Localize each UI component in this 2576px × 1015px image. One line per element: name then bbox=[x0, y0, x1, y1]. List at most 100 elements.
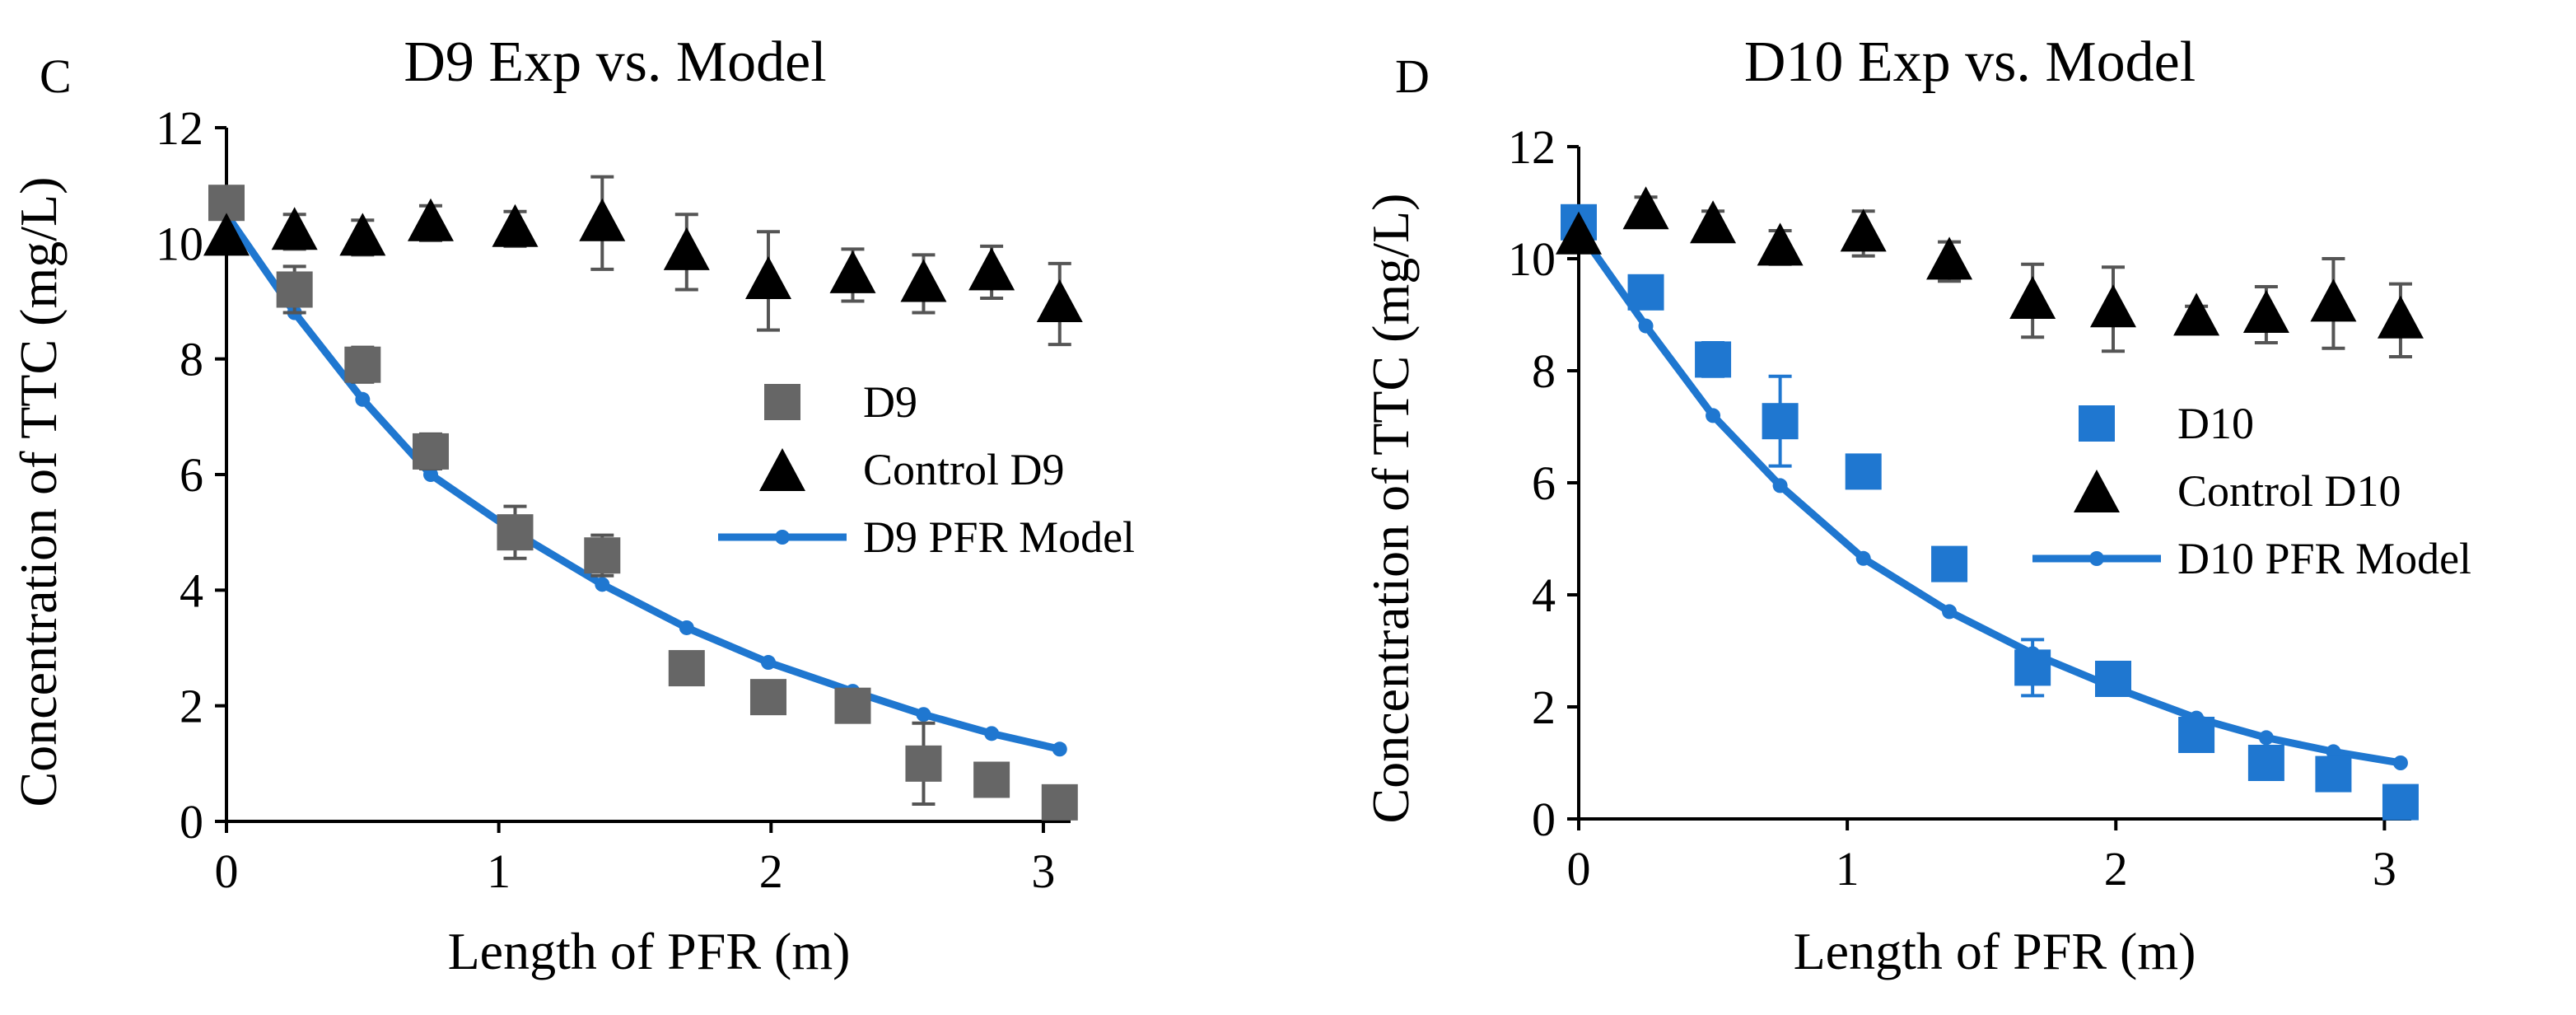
model-line bbox=[1575, 227, 2405, 767]
model-point bbox=[1706, 408, 1721, 423]
data-point-square bbox=[2247, 745, 2284, 781]
data-point-square bbox=[276, 271, 313, 308]
y-tick-label: 0 bbox=[1532, 793, 1556, 846]
data-point-square bbox=[905, 745, 942, 782]
data-point-square bbox=[1041, 783, 1078, 821]
chart-panel-c: C D9 Exp vs. Model Concentration of TTC … bbox=[9, 30, 1135, 980]
data-point-triangle bbox=[1622, 186, 1669, 230]
model-point bbox=[2326, 744, 2341, 760]
legend-swatch-point bbox=[2089, 551, 2104, 566]
data-point-square bbox=[1695, 341, 1732, 378]
data-point-triangle bbox=[2377, 295, 2424, 339]
data-point-square bbox=[2094, 661, 2131, 697]
data-point-triangle bbox=[271, 207, 318, 250]
legend-swatch-triangle bbox=[759, 448, 805, 491]
data-point-triangle bbox=[492, 203, 539, 247]
y-tick-label: 0 bbox=[180, 795, 203, 849]
legend-swatch-square bbox=[764, 384, 800, 420]
y-tick-label: 12 bbox=[156, 101, 203, 155]
legend-label: D10 bbox=[2177, 399, 2254, 448]
data-point-square bbox=[1845, 453, 1882, 490]
x-tick-label: 0 bbox=[215, 844, 239, 898]
data-point-triangle bbox=[2089, 284, 2136, 328]
y-tick-label: 12 bbox=[1508, 120, 1556, 174]
model-point bbox=[422, 467, 438, 482]
legend-label: Control D10 bbox=[2177, 466, 2401, 516]
y-tick-label: 4 bbox=[1532, 568, 1556, 622]
model-point bbox=[679, 620, 694, 635]
model-point bbox=[1772, 478, 1788, 493]
data-point-triangle bbox=[829, 250, 876, 293]
model-point bbox=[760, 655, 776, 671]
data-point-square bbox=[749, 679, 786, 716]
legend-swatch-triangle bbox=[2074, 470, 2120, 512]
y-tick-label: 10 bbox=[1508, 232, 1556, 286]
x-tick-label: 3 bbox=[1031, 844, 1055, 898]
x-tick-label: 1 bbox=[487, 844, 511, 898]
x-tick-label: 1 bbox=[1836, 842, 1860, 896]
model-point bbox=[916, 707, 931, 723]
x-tick-label: 2 bbox=[759, 844, 783, 898]
y-tick-label: 8 bbox=[1532, 344, 1556, 398]
y-tick-label: 8 bbox=[180, 333, 203, 386]
model-point bbox=[1855, 550, 1871, 566]
model-point bbox=[1638, 318, 1654, 334]
data-point-square bbox=[668, 650, 705, 687]
legend-label: Control D9 bbox=[863, 445, 1065, 494]
data-point-triangle bbox=[2009, 276, 2056, 319]
panel-label: C bbox=[40, 49, 72, 103]
data-point-triangle bbox=[203, 213, 250, 256]
legend-swatch-square bbox=[2079, 405, 2115, 442]
legend-label: D10 PFR Model bbox=[2177, 534, 2471, 583]
y-axis-title: Concentration of TTC (mg/L) bbox=[1361, 194, 1420, 824]
data-point-square bbox=[412, 433, 449, 470]
y-tick-label: 6 bbox=[1532, 456, 1556, 510]
model-point bbox=[2392, 755, 2408, 770]
legend: D9 Control D9 D9 PFR Model bbox=[718, 377, 1135, 562]
legend-swatch-point bbox=[775, 530, 790, 545]
legend: D10 Control D10 D10 PFR Model bbox=[2032, 399, 2471, 583]
data-point-square bbox=[497, 514, 534, 551]
chart-panel-d: D D10 Exp vs. Model Concentration of TTC… bbox=[1361, 30, 2471, 980]
data-point-triangle bbox=[339, 213, 386, 256]
model-point bbox=[2258, 730, 2274, 746]
data-point-triangle bbox=[1036, 279, 1083, 323]
y-tick-label: 2 bbox=[180, 680, 203, 733]
data-point-square bbox=[1931, 545, 1968, 582]
data-point-square bbox=[973, 761, 1010, 798]
data-point-square bbox=[1627, 274, 1664, 311]
data-point-triangle bbox=[2242, 290, 2289, 333]
y-tick-label: 10 bbox=[156, 217, 203, 270]
data-point-triangle bbox=[744, 255, 791, 299]
data-point-triangle bbox=[1926, 236, 1973, 280]
y-axis-title: Concentration of TTC (mg/L) bbox=[9, 177, 68, 807]
y-tick-label: 6 bbox=[180, 448, 203, 502]
data-point-triangle bbox=[407, 198, 454, 241]
y-tick-label: 4 bbox=[180, 564, 203, 617]
model-line bbox=[222, 210, 1064, 753]
data-point-triangle bbox=[1690, 200, 1737, 244]
model-point bbox=[595, 577, 610, 592]
chart-title: D9 Exp vs. Model bbox=[404, 30, 826, 94]
data-point-square bbox=[2178, 717, 2215, 753]
x-tick-label: 0 bbox=[1567, 842, 1591, 896]
data-point-square bbox=[1762, 403, 1799, 440]
x-tick-label: 3 bbox=[2373, 842, 2396, 896]
data-point-triangle bbox=[968, 247, 1015, 291]
data-point-square bbox=[2382, 783, 2419, 821]
data-point-square bbox=[2315, 755, 2352, 793]
panel-label: D bbox=[1395, 49, 1430, 103]
legend-label: D9 bbox=[863, 377, 917, 427]
data-point-square bbox=[2014, 649, 2051, 686]
data-point-square bbox=[584, 537, 621, 574]
x-axis-title: Length of PFR (m) bbox=[1794, 922, 2196, 980]
chart-title: D10 Exp vs. Model bbox=[1744, 30, 2196, 94]
data-point-triangle bbox=[2173, 292, 2220, 336]
y-tick-label: 2 bbox=[1532, 681, 1556, 734]
data-point-triangle bbox=[2310, 278, 2357, 322]
data-point-triangle bbox=[900, 259, 947, 302]
data-point-triangle bbox=[1556, 211, 1602, 255]
model-point bbox=[355, 391, 371, 407]
x-axis-title: Length of PFR (m) bbox=[448, 922, 851, 980]
